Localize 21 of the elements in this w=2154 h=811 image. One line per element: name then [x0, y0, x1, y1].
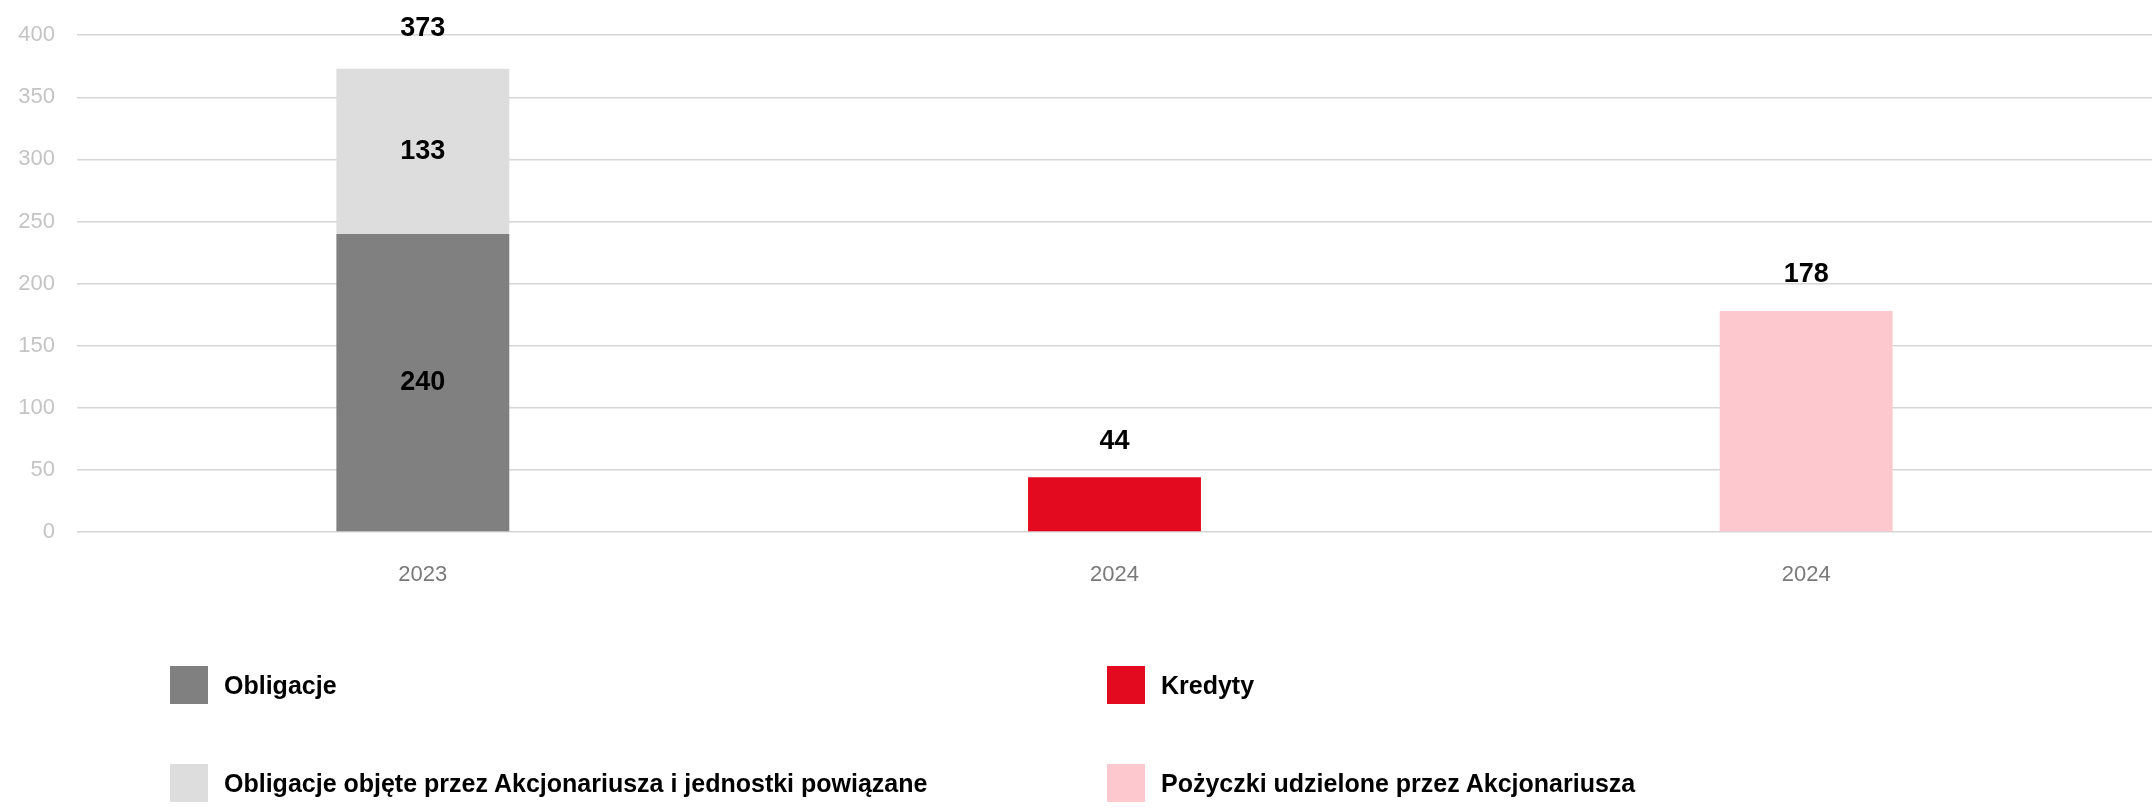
y-tick-label: 400: [18, 21, 55, 47]
y-tick-label: 200: [18, 269, 55, 295]
data-label: 178: [1783, 258, 1829, 289]
x-tick-label: 2023: [398, 561, 448, 587]
total-label: 373: [400, 12, 446, 43]
y-tick-label: 350: [18, 83, 55, 109]
y-tick-label: 50: [30, 455, 55, 481]
legend-label: Obligacje objęte przez Akcjonariusza i jednostki powiązane: [224, 768, 928, 798]
legend-label: Kredyty: [1161, 670, 1255, 700]
x-tick-label: 2024: [1090, 561, 1139, 587]
data-label: 240: [400, 366, 446, 397]
legend-label: Pożyczki udzielone przez Akcjonariusza: [1161, 768, 1636, 798]
data-label: 44: [1099, 424, 1130, 455]
data-label: 133: [400, 134, 446, 165]
y-tick-label: 300: [18, 145, 55, 171]
x-tick-label: 2024: [1781, 561, 1831, 587]
y-tick-label: 0: [42, 518, 55, 544]
legend-label: Obligacje: [224, 670, 337, 700]
y-tick-label: 150: [18, 331, 55, 357]
y-tick-label: 100: [18, 393, 55, 419]
y-tick-label: 250: [18, 207, 55, 233]
